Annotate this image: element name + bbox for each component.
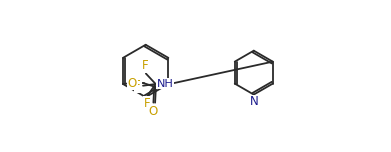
Text: F: F [142,59,148,72]
Text: F: F [144,97,151,110]
Text: O: O [149,105,158,118]
Text: O: O [128,77,137,90]
Text: F: F [135,79,141,92]
Text: NH: NH [157,79,174,89]
Text: N: N [249,95,258,108]
